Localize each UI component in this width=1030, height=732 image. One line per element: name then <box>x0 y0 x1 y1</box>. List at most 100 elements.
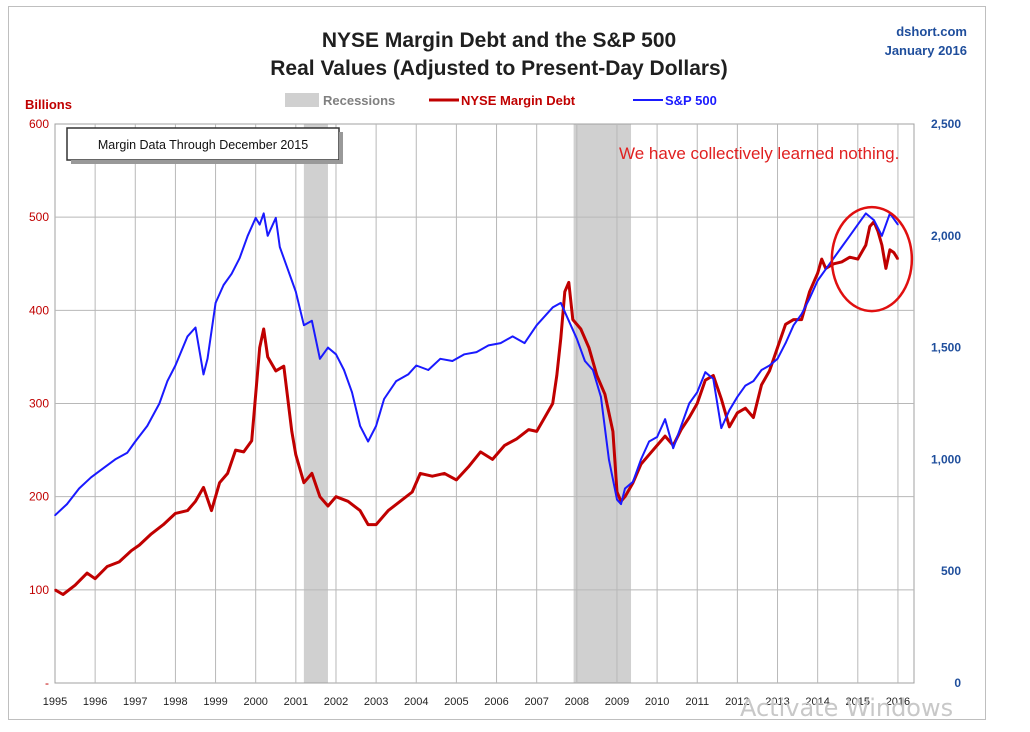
margin-debt-point <box>840 261 843 263</box>
margin-debt-point <box>291 430 293 433</box>
sp500-point <box>720 427 723 429</box>
sp500-point <box>648 440 650 443</box>
margin-debt-point <box>503 444 506 447</box>
sp500-point <box>560 302 562 304</box>
margin-debt-point <box>604 393 606 396</box>
x-tick-label: 2016 <box>886 696 910 708</box>
margin-debt-point <box>218 481 221 484</box>
margin-debt-point <box>885 267 887 270</box>
sp500-point <box>126 451 129 454</box>
sp500-point <box>254 217 257 219</box>
sp500-point <box>295 290 297 293</box>
margin-debt-point <box>138 544 141 546</box>
x-tick-label: 2003 <box>364 696 388 708</box>
margin-debt-point <box>262 328 265 330</box>
x-tick-label: 2000 <box>243 696 267 708</box>
sp500-point <box>523 342 526 344</box>
margin-debt-point <box>612 430 614 433</box>
sp500-point <box>499 342 502 344</box>
sp500-point <box>584 360 586 362</box>
sp500-point <box>343 369 345 371</box>
sp500-point <box>463 353 466 356</box>
sp500-point <box>327 346 329 349</box>
x-tick-label: 2014 <box>805 696 829 708</box>
margin-debt-point <box>808 290 811 293</box>
margin-debt-point <box>768 370 771 372</box>
margin-debt-point <box>455 479 458 481</box>
sp500-point <box>576 337 578 340</box>
x-tick-label: 2002 <box>324 696 348 708</box>
note-box-text: Margin Data Through December 2015 <box>98 138 308 152</box>
margin-debt-point <box>897 258 899 260</box>
chart-canvas: 600 500 400 300 200 100 - 2,500 2,000 1,500 1,000 5… <box>25 24 967 708</box>
sp500-point <box>600 396 602 398</box>
legend-recessions-swatch <box>285 93 319 107</box>
margin-debt-point <box>86 572 88 574</box>
source-label: dshort.com <box>896 24 967 39</box>
sp500-point <box>849 235 851 237</box>
margin-debt-point <box>106 565 108 568</box>
sp500-point <box>752 380 755 382</box>
sp500-point <box>246 235 249 237</box>
margin-debt-point <box>893 251 895 254</box>
sp500-point <box>206 358 209 360</box>
left-tick-label: 200 <box>29 490 49 504</box>
margin-debt-point <box>419 472 422 475</box>
margin-debt-point <box>210 509 213 512</box>
right-tick-label: 1,500 <box>931 341 961 355</box>
margin-debt-point <box>367 523 369 526</box>
chart-frame: 600 500 400 300 200 100 - 2,500 2,000 1,500 1,000 5… <box>8 6 986 720</box>
sp500-point <box>78 487 80 490</box>
sp500-point <box>427 369 430 371</box>
margin-debt-point <box>118 561 120 563</box>
margin-debt-point <box>572 318 574 321</box>
margin-debt-point <box>303 481 305 484</box>
sp500-point <box>792 324 795 327</box>
annotation-ellipse <box>830 205 914 313</box>
sp500-point <box>568 320 570 322</box>
margin-debt-point <box>74 584 76 586</box>
x-tick-label: 2015 <box>846 696 870 708</box>
left-tick-label: 500 <box>29 210 49 224</box>
margin-debt-point <box>254 393 257 396</box>
series-lines <box>54 212 900 596</box>
margin-debt-point <box>186 509 189 512</box>
sp500-point <box>238 257 241 259</box>
left-tick-label: 100 <box>29 583 49 597</box>
sp500-point <box>102 467 104 470</box>
margin-debt-point <box>720 398 723 400</box>
margin-debt-point <box>399 500 402 503</box>
sp500-point <box>535 324 538 327</box>
sp500-point <box>688 402 690 405</box>
margin-debt-point <box>527 428 530 431</box>
sp500-point <box>54 514 56 517</box>
margin-debt-point <box>266 356 269 358</box>
margin-debt-point <box>202 486 205 489</box>
sp500-point <box>66 503 68 505</box>
sp500-point <box>303 324 305 327</box>
margin-debt-point <box>849 256 851 258</box>
margin-debt-point <box>744 407 747 410</box>
margin-debt-point <box>411 491 414 493</box>
margin-debt-point <box>94 577 96 580</box>
margin-debt-point <box>295 453 297 456</box>
sp500-point <box>287 268 289 271</box>
margin-debt-point <box>736 412 739 414</box>
sp500-point <box>592 369 594 371</box>
sp500-point <box>475 351 478 353</box>
margin-debt-point <box>816 272 819 274</box>
margin-debt-point <box>150 533 153 535</box>
sp500-point <box>275 217 277 219</box>
x-tick-label: 1997 <box>123 696 147 708</box>
margin-debt-point <box>760 384 763 386</box>
x-tick-label: 2007 <box>524 696 548 708</box>
sp500-point <box>664 418 666 421</box>
margin-debt-point <box>596 374 598 377</box>
margin-debt-point <box>857 258 859 260</box>
sp500-point <box>873 219 875 221</box>
sp500-point <box>367 440 369 443</box>
chart-subtitle: Real Values (Adjusted to Present-Day Dol… <box>270 57 727 80</box>
sp500-point <box>816 279 819 282</box>
sp500-point <box>704 371 707 374</box>
margin-debt-point <box>242 451 245 453</box>
